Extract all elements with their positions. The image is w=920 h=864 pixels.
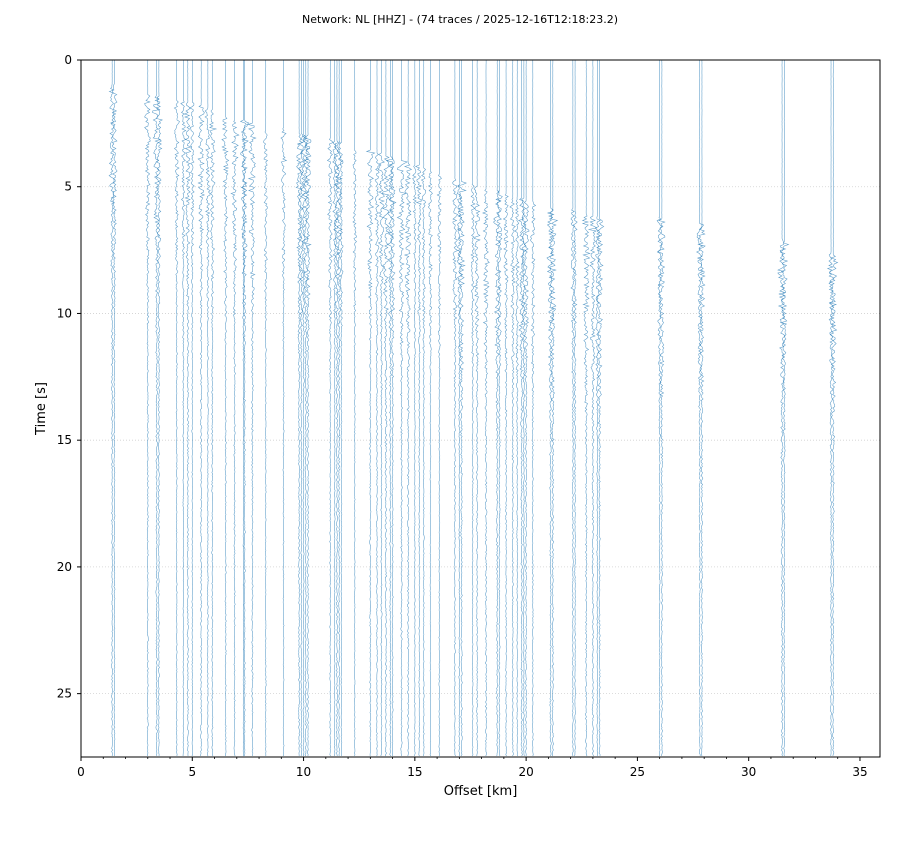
- trace-line: [546, 59, 555, 757]
- x-tick-label: 5: [188, 765, 196, 779]
- x-tick-label: 10: [296, 765, 311, 779]
- trace-line: [828, 59, 839, 757]
- traces: [108, 59, 839, 757]
- x-tick-label: 0: [77, 765, 85, 779]
- trace-line: [303, 59, 312, 757]
- trace-line: [173, 59, 180, 757]
- trace-line: [109, 59, 118, 757]
- y-tick-label: 0: [64, 53, 72, 67]
- trace-line: [108, 59, 117, 757]
- y-tick-label: 20: [57, 560, 72, 574]
- trace-line: [581, 59, 591, 757]
- trace-line: [352, 59, 357, 757]
- trace-line: [386, 59, 395, 757]
- chart-title: Network: NL [HHZ] - (74 traces / 2025-12…: [302, 13, 618, 26]
- trace-line: [572, 59, 578, 757]
- grid-lines: [81, 186, 880, 695]
- trace-line: [396, 59, 408, 757]
- trace-line: [779, 59, 790, 757]
- trace-line: [427, 59, 433, 757]
- trace-line: [189, 59, 195, 757]
- trace-line: [595, 59, 605, 757]
- trace-line: [155, 59, 163, 757]
- trace-line: [414, 59, 423, 757]
- trace-line: [335, 59, 344, 757]
- x-tick-label: 30: [741, 765, 756, 779]
- trace-line: [197, 59, 206, 757]
- trace-line: [530, 59, 537, 757]
- y-axis: 0 5 10 15 20 25: [57, 53, 81, 701]
- trace-line: [588, 59, 598, 757]
- trace-line: [570, 59, 576, 757]
- trace-line: [521, 59, 527, 757]
- trace-line: [656, 59, 663, 757]
- trace-line: [452, 60, 459, 757]
- trace-line: [263, 59, 269, 757]
- y-tick-label: 5: [64, 180, 72, 194]
- trace-line: [381, 59, 391, 757]
- trace-line: [338, 59, 344, 757]
- trace-line: [221, 59, 230, 757]
- trace-line: [300, 59, 307, 757]
- trace-line: [657, 59, 666, 757]
- x-tick-label: 15: [407, 765, 422, 779]
- trace-line: [777, 59, 787, 757]
- trace-line: [514, 59, 520, 757]
- y-tick-label: 10: [57, 306, 72, 320]
- trace-line: [365, 59, 376, 757]
- trace-line: [208, 59, 217, 757]
- trace-line: [333, 59, 341, 757]
- trace-line: [595, 59, 601, 757]
- trace-line: [144, 59, 151, 757]
- trace-line: [456, 59, 467, 757]
- trace-line: [473, 59, 481, 757]
- trace-line: [482, 59, 490, 757]
- trace-line: [280, 59, 288, 757]
- trace-line: [239, 59, 247, 757]
- plot-frame: [80, 59, 881, 758]
- trace-line: [180, 59, 187, 757]
- trace-line: [826, 59, 834, 757]
- trace-line: [697, 59, 706, 757]
- trace-line: [496, 59, 503, 757]
- trace-line: [456, 59, 463, 757]
- trace-line: [377, 59, 385, 757]
- trace-line: [403, 59, 413, 757]
- trace-line: [374, 59, 381, 757]
- trace-line: [184, 59, 192, 757]
- x-axis: 0 5 10 15 20 25 30 35: [77, 757, 868, 779]
- trace-line: [247, 59, 257, 757]
- trace-line: [548, 59, 559, 757]
- trace-line: [332, 59, 338, 757]
- x-axis-label: Offset [km]: [444, 784, 518, 799]
- trace-line: [240, 59, 250, 757]
- trace-line: [502, 59, 509, 757]
- x-tick-label: 25: [630, 765, 645, 779]
- trace-line: [523, 59, 530, 757]
- trace-line: [517, 59, 527, 757]
- trace-line: [470, 59, 476, 757]
- trace-line: [295, 59, 304, 757]
- trace-line: [696, 59, 705, 757]
- y-axis-label: Time [s]: [34, 382, 49, 436]
- trace-line: [509, 59, 516, 757]
- trace-line: [326, 60, 334, 757]
- trace-line: [420, 59, 427, 757]
- x-tick-label: 20: [518, 765, 533, 779]
- trace-line: [298, 59, 306, 757]
- trace-line: [204, 59, 211, 757]
- y-tick-label: 25: [57, 687, 72, 701]
- trace-line: [412, 60, 417, 757]
- trace-line: [493, 59, 502, 757]
- trace-line: [152, 59, 161, 757]
- trace-line: [388, 59, 397, 757]
- x-tick-label: 35: [852, 765, 867, 779]
- y-tick-label: 15: [57, 433, 72, 447]
- trace-line: [230, 59, 240, 757]
- trace-line: [301, 59, 310, 757]
- trace-line: [436, 59, 442, 757]
